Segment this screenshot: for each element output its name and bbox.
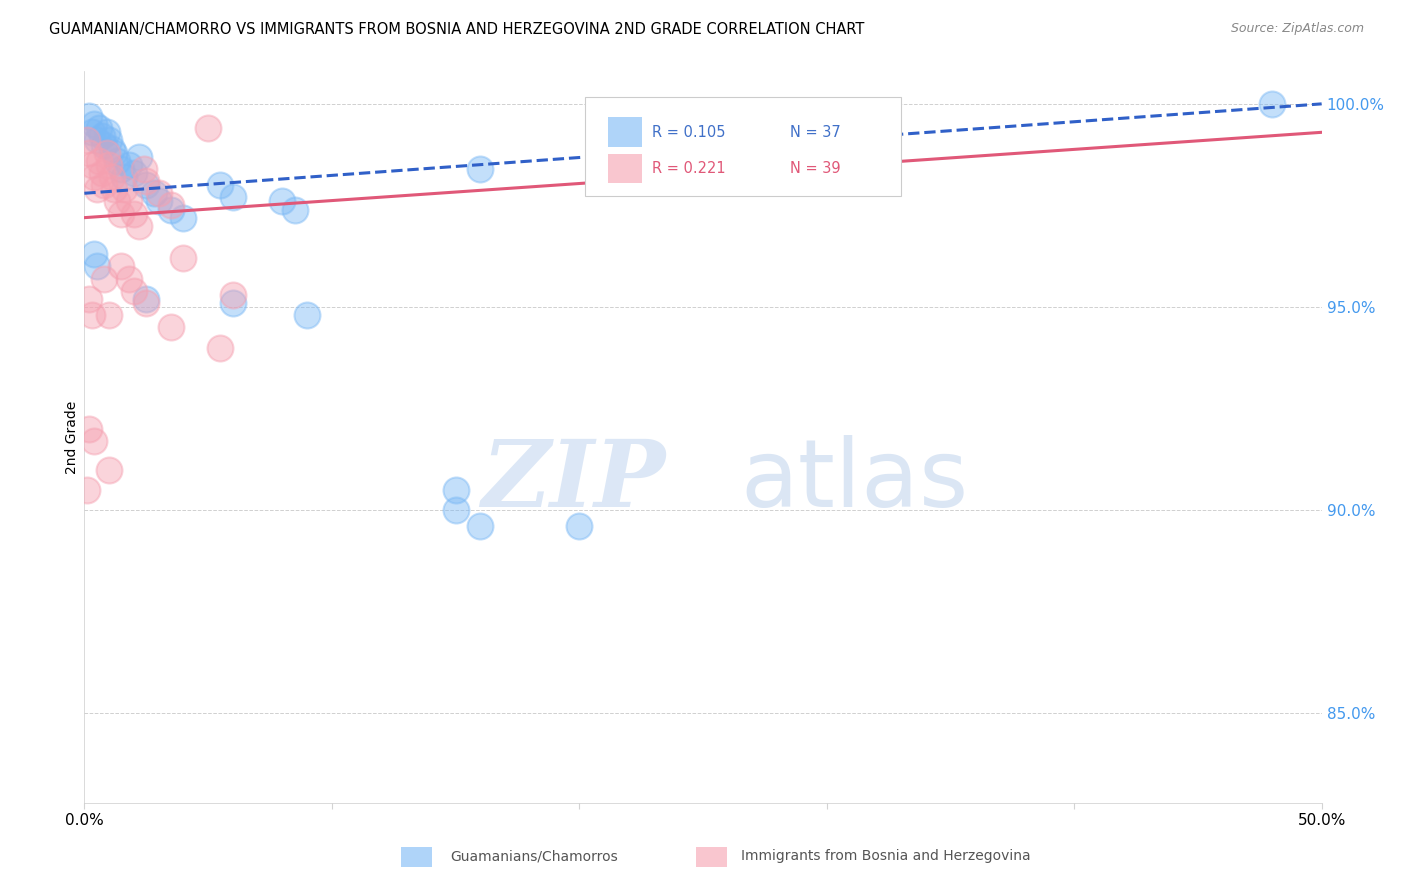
Point	[105, 153, 128, 168]
Text: R = 0.105: R = 0.105	[652, 125, 725, 139]
Point	[79, 145, 101, 160]
Point	[118, 194, 141, 209]
Text: N = 39: N = 39	[790, 161, 841, 176]
Point	[148, 186, 170, 201]
Point	[100, 142, 122, 156]
Point	[295, 308, 318, 322]
Point	[209, 341, 232, 355]
Point	[83, 117, 105, 131]
Point	[160, 320, 183, 334]
Point	[96, 145, 118, 160]
Point	[470, 161, 492, 176]
Point	[132, 161, 155, 176]
Point	[98, 462, 121, 476]
Point	[209, 178, 232, 193]
Point	[148, 194, 170, 209]
Point	[271, 194, 294, 209]
Point	[110, 260, 132, 274]
Point	[89, 153, 111, 168]
Point	[86, 182, 108, 196]
Point	[197, 121, 219, 136]
Point	[98, 308, 121, 322]
Point	[135, 292, 157, 306]
Point	[86, 133, 108, 147]
Point	[135, 296, 157, 310]
Y-axis label: 2nd Grade: 2nd Grade	[65, 401, 79, 474]
Point	[110, 161, 132, 176]
Bar	[607, 154, 643, 183]
Point	[79, 292, 101, 306]
Bar	[607, 118, 643, 146]
Point	[112, 169, 135, 184]
Text: Immigrants from Bosnia and Herzegovina: Immigrants from Bosnia and Herzegovina	[741, 849, 1031, 863]
Point	[90, 129, 112, 144]
Point	[86, 260, 108, 274]
Point	[83, 247, 105, 261]
Point	[80, 158, 103, 172]
Point	[444, 503, 467, 517]
Point	[93, 271, 115, 285]
Point	[110, 206, 132, 220]
Point	[103, 145, 125, 160]
Point	[103, 182, 125, 196]
Point	[98, 133, 121, 147]
Point	[135, 178, 157, 193]
Point	[172, 211, 194, 225]
Point	[80, 125, 103, 139]
Point	[284, 202, 307, 217]
Point	[89, 121, 111, 136]
Point	[135, 174, 157, 188]
Point	[222, 190, 245, 204]
Point	[96, 125, 118, 139]
Point	[122, 166, 145, 180]
Point	[222, 296, 245, 310]
Point	[470, 519, 492, 533]
Point	[93, 178, 115, 193]
Point	[128, 150, 150, 164]
Point	[142, 186, 165, 201]
Point	[100, 169, 122, 184]
Point	[76, 483, 98, 497]
Point	[112, 182, 135, 196]
Text: GUAMANIAN/CHAMORRO VS IMMIGRANTS FROM BOSNIA AND HERZEGOVINA 2ND GRADE CORRELATI: GUAMANIAN/CHAMORRO VS IMMIGRANTS FROM BO…	[49, 22, 865, 37]
Point	[128, 219, 150, 233]
FancyBboxPatch shape	[585, 97, 901, 195]
Point	[222, 288, 245, 302]
Text: Guamanians/Chamorros: Guamanians/Chamorros	[450, 849, 619, 863]
Point	[172, 252, 194, 266]
Point	[1261, 96, 1284, 111]
Point	[98, 158, 121, 172]
Text: R = 0.221: R = 0.221	[652, 161, 725, 176]
Point	[93, 137, 115, 152]
Point	[76, 133, 98, 147]
Text: atlas: atlas	[740, 435, 969, 527]
Point	[122, 284, 145, 298]
Point	[83, 434, 105, 449]
Point	[122, 206, 145, 220]
Point	[118, 271, 141, 285]
Point	[83, 169, 105, 184]
Point	[90, 166, 112, 180]
Text: ZIP: ZIP	[482, 436, 666, 526]
Text: Source: ZipAtlas.com: Source: ZipAtlas.com	[1230, 22, 1364, 36]
Point	[160, 198, 183, 212]
Point	[444, 483, 467, 497]
Point	[79, 109, 101, 123]
Point	[80, 308, 103, 322]
Point	[79, 422, 101, 436]
Point	[568, 519, 591, 533]
Text: N = 37: N = 37	[790, 125, 841, 139]
Point	[118, 158, 141, 172]
Point	[160, 202, 183, 217]
Point	[105, 194, 128, 209]
